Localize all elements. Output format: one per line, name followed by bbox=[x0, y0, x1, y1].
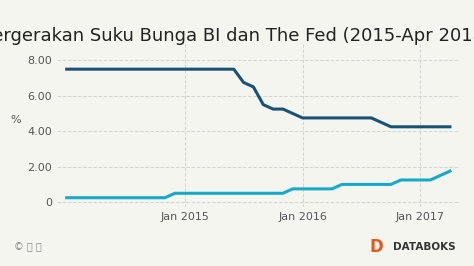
Text: Pergerakan Suku Bunga BI dan The Fed (2015-Apr 2018): Pergerakan Suku Bunga BI dan The Fed (20… bbox=[0, 27, 474, 45]
Text: D: D bbox=[370, 238, 383, 256]
Text: © Ⓕ ⓒ: © Ⓕ ⓒ bbox=[14, 242, 42, 252]
Y-axis label: %: % bbox=[11, 115, 21, 125]
Text: DATABOKS: DATABOKS bbox=[393, 242, 456, 252]
